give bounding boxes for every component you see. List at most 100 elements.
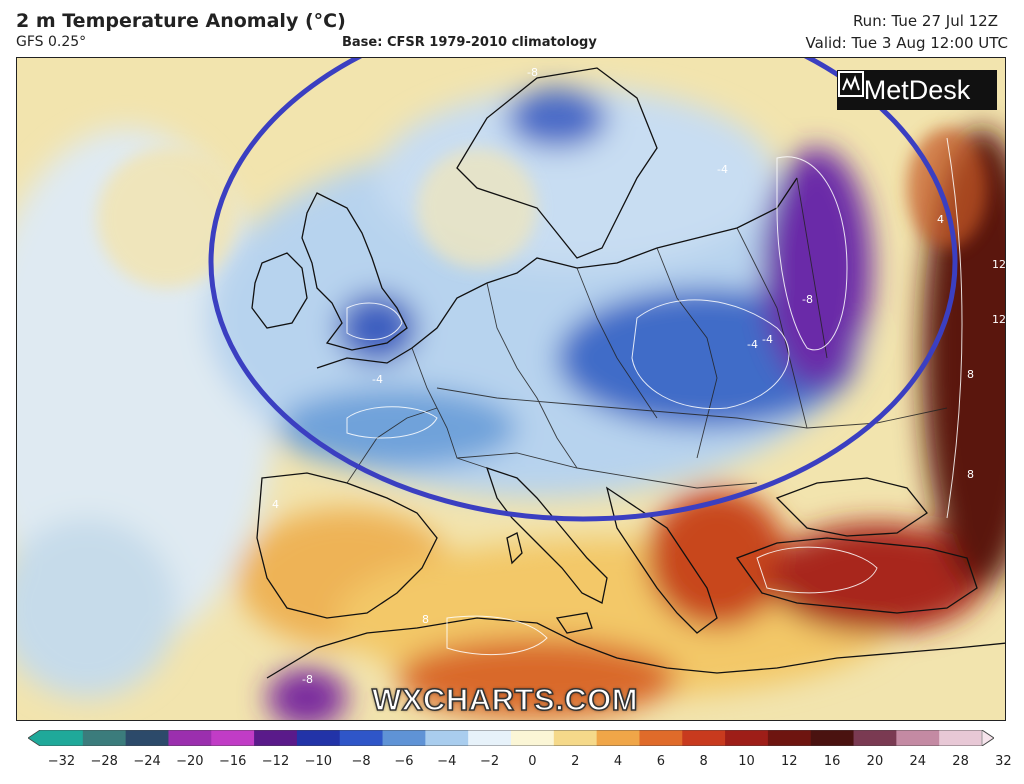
legend-tick-label: −2 xyxy=(479,754,500,769)
field-russia-cold xyxy=(762,148,872,388)
valid-time-label: Valid: Tue 3 Aug 12:00 UTC xyxy=(805,34,1008,52)
field-greece-hot xyxy=(647,488,787,628)
colorbar-segment xyxy=(254,730,298,746)
coast-north-africa xyxy=(266,617,1005,679)
border-4 xyxy=(656,247,718,459)
model-label: GFS 0.25° xyxy=(16,34,87,50)
legend-tick-label: 0 xyxy=(528,754,537,769)
legend-tick-label: 12 xyxy=(781,754,798,769)
legend-tick-label: −8 xyxy=(351,754,371,769)
coast-iberia xyxy=(256,472,438,619)
coast-balkans xyxy=(605,486,718,634)
metdesk-logo: MetDesk xyxy=(837,70,997,110)
contour-label: 8 xyxy=(967,368,974,381)
contour-uk xyxy=(346,302,403,341)
border-2 xyxy=(486,282,578,469)
contour-east xyxy=(946,137,963,519)
border-3 xyxy=(576,267,658,419)
contour-turkey xyxy=(756,546,878,594)
colorbar-segment xyxy=(511,730,555,746)
contour-label: 8 xyxy=(967,468,974,481)
legend-tick-label: −24 xyxy=(133,754,161,769)
colorbar-segment xyxy=(725,730,769,746)
colorbar-segment xyxy=(40,730,84,746)
field-ocean-warm xyxy=(97,148,237,288)
coast-britain xyxy=(301,192,408,351)
contour-russia xyxy=(776,156,848,351)
legend-tick-label: 20 xyxy=(866,754,884,769)
wxcharts-watermark: WXCHARTS.COM xyxy=(371,681,639,718)
legend-tick-label: 8 xyxy=(699,754,708,769)
colorbar-segment xyxy=(896,730,940,746)
legend-tick-label: 10 xyxy=(738,754,755,769)
colorbar-segment xyxy=(425,730,469,746)
climatology-label: Base: CFSR 1979-2010 climatology xyxy=(342,35,597,50)
map-canvas: -8 -4 -4 -4 -8 -4 4 8 8 12 12 4 8 -8 xyxy=(17,58,1006,720)
contour-label-group: -8 -4 -4 -4 -8 -4 4 8 8 12 12 4 8 -8 xyxy=(272,66,1006,686)
legend-tick-label: 16 xyxy=(823,754,841,769)
legend-tick-label: 6 xyxy=(656,754,665,769)
colorbar-segment xyxy=(168,730,212,746)
colorbar-segment xyxy=(211,730,255,746)
colorbar-segment xyxy=(553,730,598,746)
legend-tick-label: −12 xyxy=(261,754,290,769)
legend-tick-label: 32 xyxy=(995,754,1012,769)
field-africa-hot xyxy=(397,638,677,718)
field-france-cold xyxy=(277,388,517,468)
highlight-ellipse xyxy=(208,58,958,522)
legend-tick-label: 24 xyxy=(909,754,927,769)
contours xyxy=(346,137,963,655)
metdesk-logo-text: MetDesk xyxy=(863,74,971,105)
colorbar-segment xyxy=(682,730,726,746)
run-label: Run: Tue 27 Jul 12Z xyxy=(852,12,998,30)
legend-tick-label: −32 xyxy=(47,754,76,769)
border-9 xyxy=(796,177,828,359)
contour-france xyxy=(346,406,438,439)
coastlines xyxy=(251,67,1005,679)
legend-tick-label: 2 xyxy=(571,754,580,769)
contour-label: -4 xyxy=(747,338,758,351)
contour-label: -8 xyxy=(802,293,813,306)
map-title: 2 m Temperature Anomaly (°C) xyxy=(16,10,346,32)
field-uk-cold xyxy=(337,293,417,363)
field-northsea-warm xyxy=(417,148,537,268)
coast-sicily xyxy=(555,612,593,634)
legend-tick-label: −20 xyxy=(176,754,204,769)
legend-colorbar xyxy=(28,730,994,746)
colorbar-segment xyxy=(639,730,683,746)
field-norway-cold xyxy=(507,88,607,148)
contour-label: -4 xyxy=(717,163,728,176)
colorbar-segment xyxy=(339,730,384,746)
colorbar-segment xyxy=(810,730,855,746)
colorbar-segment xyxy=(82,730,127,746)
border-7 xyxy=(456,452,758,489)
coast-ireland xyxy=(251,252,308,329)
field-morocco-cold xyxy=(267,668,347,720)
coast-italy xyxy=(485,466,608,604)
legend-tick-label: −10 xyxy=(304,754,333,769)
coast-sardinia xyxy=(506,532,523,565)
contour-label: 12 xyxy=(992,258,1006,271)
contour-label: -4 xyxy=(762,333,773,346)
borders xyxy=(346,177,948,489)
legend-tick-label: −4 xyxy=(437,754,457,769)
contour-label: 4 xyxy=(937,213,944,226)
coast-turkey xyxy=(735,537,978,614)
colorbar-segment xyxy=(296,730,341,746)
contour-label: -8 xyxy=(302,673,313,686)
border-5 xyxy=(736,227,808,429)
field-ne-warm xyxy=(907,128,987,248)
contour-label: 12 xyxy=(992,313,1006,326)
colorbar-segment xyxy=(382,730,426,746)
border-6 xyxy=(436,387,948,429)
contour-africa xyxy=(446,615,548,655)
contour-label: 8 xyxy=(422,613,429,626)
coast-mainland-north xyxy=(316,177,798,369)
legend-tick-label: −6 xyxy=(394,754,414,769)
colorbar-segment xyxy=(596,730,641,746)
contour-label: -4 xyxy=(372,373,383,386)
coast-black-sea xyxy=(775,477,928,537)
contour-central xyxy=(631,299,790,410)
anomaly-map: -8 -4 -4 -4 -8 -4 4 8 8 12 12 4 8 -8 Met… xyxy=(16,57,1006,721)
legend-ticks: −32 −28 −24 −20 −16 −12 −10 −8 −6 −4 −2 0 2 4 6 8 10 12 16… xyxy=(0,754,1024,774)
